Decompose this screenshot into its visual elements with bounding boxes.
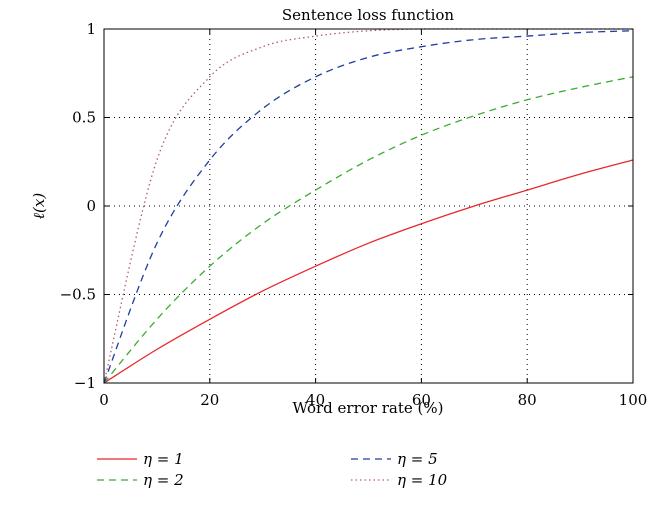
series-line-eta-5 bbox=[103, 30, 634, 384]
x-tick-label: 60 bbox=[412, 391, 431, 409]
x-tick-label: 80 bbox=[518, 391, 537, 409]
series-lines bbox=[103, 28, 634, 384]
x-tick-label: 100 bbox=[619, 391, 648, 409]
y-tick-label: −1 bbox=[74, 374, 96, 392]
legend-label: η = 10 bbox=[397, 471, 448, 489]
ticks: 0 20 40 60 80 100 −1 −0.5 0 0.5 1 bbox=[60, 20, 648, 409]
grid bbox=[104, 29, 633, 383]
y-tick-label: 0.5 bbox=[72, 109, 96, 127]
series-line-eta-1 bbox=[103, 159, 634, 384]
plot-area bbox=[104, 29, 633, 383]
y-tick-label: −0.5 bbox=[60, 286, 96, 304]
legend-label: η = 1 bbox=[143, 450, 184, 468]
x-tick-label: 0 bbox=[99, 391, 109, 409]
y-tick-label: 1 bbox=[86, 20, 96, 38]
legend-label: η = 5 bbox=[397, 450, 438, 468]
y-tick-label: 0 bbox=[86, 197, 96, 215]
y-axis-title: ℓ(x) bbox=[30, 193, 48, 220]
legend-label: η = 2 bbox=[143, 471, 184, 489]
chart-title: Sentence loss function bbox=[282, 6, 455, 24]
series-line-eta-2 bbox=[103, 76, 634, 384]
legend-item: η = 1 bbox=[97, 450, 184, 468]
legend-item: η = 10 bbox=[351, 471, 448, 489]
x-tick-label: 20 bbox=[200, 391, 219, 409]
legend-item: η = 2 bbox=[97, 471, 184, 489]
x-axis-title: Word error rate (%) bbox=[293, 399, 444, 417]
legend-item: η = 5 bbox=[351, 450, 438, 468]
legend: η = 1 η = 2 η = 5 η = 10 bbox=[97, 450, 448, 489]
x-tick-label: 40 bbox=[306, 391, 325, 409]
